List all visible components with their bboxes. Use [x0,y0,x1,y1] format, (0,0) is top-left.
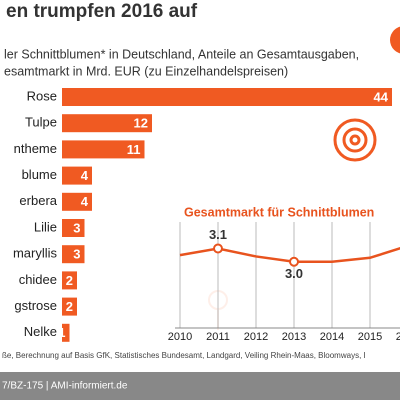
value-label: 4 [81,194,89,209]
subtitle: ler Schnittblumen* in Deutschland, Antei… [4,47,359,61]
inset-title: Gesamtmarkt für Schnittblumen [184,205,374,219]
inset-background [175,202,400,347]
bar [62,271,77,290]
value-label: 3 [73,247,80,262]
x-tick-label: 2012 [244,331,268,343]
subtitle: esamtmarkt in Mrd. EUR (zu Einzelhandels… [4,64,288,78]
value-label: 1 [58,325,65,340]
category-label: Tulpe [25,115,57,130]
x-tick-label: 2011 [206,331,230,343]
bar [62,245,85,264]
category-label: gstrose [14,298,57,313]
value-label: 12 [134,116,148,131]
x-tick-label: 2015 [358,331,382,343]
value-label: 3 [73,220,80,235]
category-label: Nelke [24,324,57,339]
title: en trumpfen 2016 auf [6,1,198,22]
bar [62,297,77,316]
bar [62,192,92,211]
category-label: erbera [19,193,57,208]
footer: 7/BZ-175 | AMI-informiert.de [2,381,128,392]
point [289,256,299,267]
point [213,243,223,254]
category-label: blume [22,167,57,182]
category-label: Rose [27,88,57,103]
category-label: ntheme [14,141,57,156]
x-tick-label: 2016 [396,331,400,343]
bar [62,166,92,185]
logo-circle [390,26,400,54]
category-label: maryllis [13,246,58,261]
x-tick-label: 2013 [282,331,306,343]
footer-bar [0,372,400,400]
value-label: 3.1 [209,227,227,242]
x-tick-label: 2010 [168,331,192,343]
category-label: Lilie [34,219,57,234]
category-label: chidee [19,272,57,287]
value-label: 4 [81,168,89,183]
bar [62,219,85,237]
value-label: 2 [66,273,73,288]
value-label: 11 [127,142,141,157]
x-tick-label: 2014 [320,331,344,343]
bar [62,114,152,133]
bar [62,140,145,159]
bar [62,323,70,342]
bar [62,88,392,106]
value-label: 44 [374,89,389,104]
source: ße, Berechnung auf Basis GfK, Statistisc… [2,351,366,360]
value-label: 2 [66,299,73,314]
value-label: 3.0 [285,266,303,281]
